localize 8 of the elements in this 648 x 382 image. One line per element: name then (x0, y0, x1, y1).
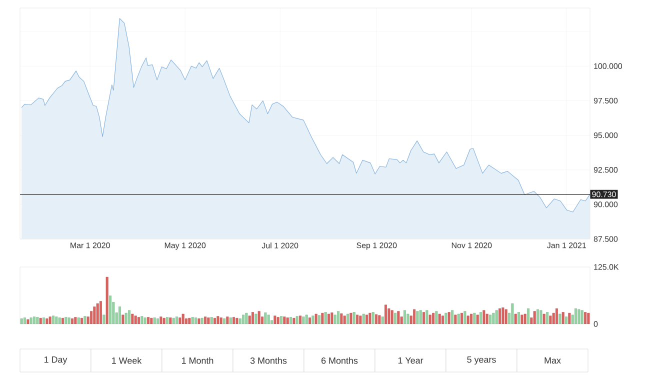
text: 1 Month (182, 357, 214, 364)
text: 1 Day (44, 356, 68, 365)
text: 6 Months (322, 357, 358, 364)
text: 1 Year (398, 357, 424, 364)
text: 3 Months (250, 357, 287, 364)
text: 1 Week (112, 357, 142, 364)
text: 5 years (467, 356, 496, 365)
text: Max (544, 357, 561, 364)
